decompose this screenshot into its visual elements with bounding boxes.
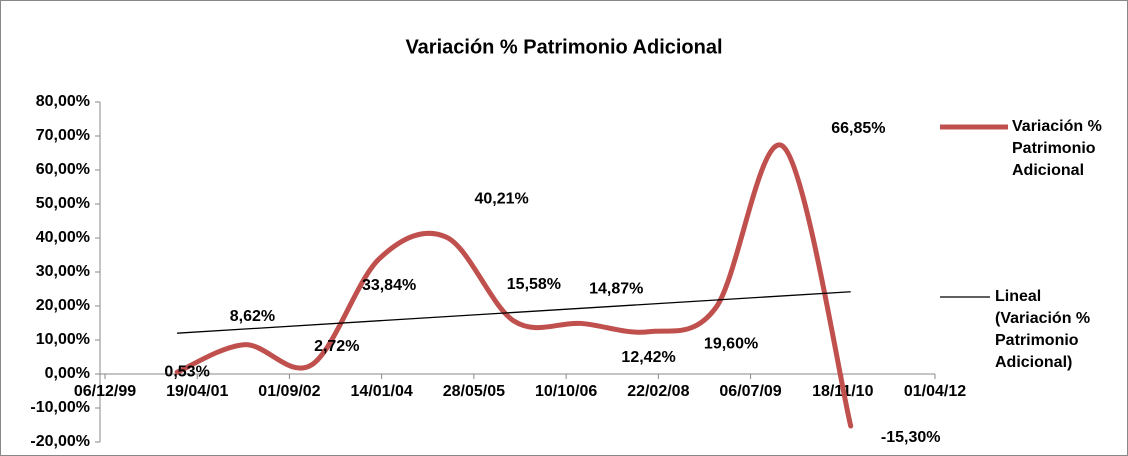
chart-title: Variación % Patrimonio Adicional — [405, 36, 722, 58]
y-tick-label: 0,00% — [45, 365, 90, 382]
x-tick-label: 28/05/05 — [443, 383, 505, 400]
data-label: 2,72% — [314, 338, 359, 355]
y-tick-label: 10,00% — [36, 331, 90, 348]
y-tick-label: -10,00% — [30, 399, 90, 416]
trend-line — [177, 291, 851, 334]
x-tick-label: 22/02/08 — [627, 383, 689, 400]
x-tick-label: 10/10/06 — [535, 383, 597, 400]
data-label: 19,60% — [704, 336, 758, 353]
data-label: 12,42% — [621, 349, 675, 366]
data-line — [174, 142, 854, 429]
y-tick-label: 60,00% — [36, 161, 90, 178]
data-label: -15,30% — [881, 429, 941, 446]
data-label: 66,85% — [831, 120, 885, 137]
y-tick-label: 50,00% — [36, 195, 90, 212]
y-tick-label: 80,00% — [36, 93, 90, 110]
x-tick-label: 06/07/09 — [719, 383, 781, 400]
data-label: 40,21% — [474, 191, 528, 208]
data-label: 8,62% — [230, 308, 275, 325]
x-tick-label: 06/12/99 — [74, 383, 136, 400]
legend-label: Lineal (Variación % Patrimonio Adicional) — [995, 288, 1090, 371]
y-tick-label: 20,00% — [36, 297, 90, 314]
y-tick-label: 30,00% — [36, 263, 90, 280]
legend-label: Variación % Patrimonio Adicional — [1012, 118, 1102, 179]
x-tick-label: 01/09/02 — [258, 383, 320, 400]
data-label: 0,53% — [164, 363, 209, 380]
y-tick-label: 70,00% — [36, 127, 90, 144]
data-label: 33,84% — [362, 277, 416, 294]
y-tick-label: -20,00% — [30, 433, 90, 450]
data-label: 14,87% — [589, 281, 643, 298]
x-tick-label: 19/04/01 — [166, 383, 228, 400]
y-tick-label: 40,00% — [36, 229, 90, 246]
data-label: 15,58% — [507, 276, 561, 293]
x-tick-label: 14/01/04 — [351, 383, 413, 400]
x-tick-label: 01/04/12 — [904, 383, 966, 400]
